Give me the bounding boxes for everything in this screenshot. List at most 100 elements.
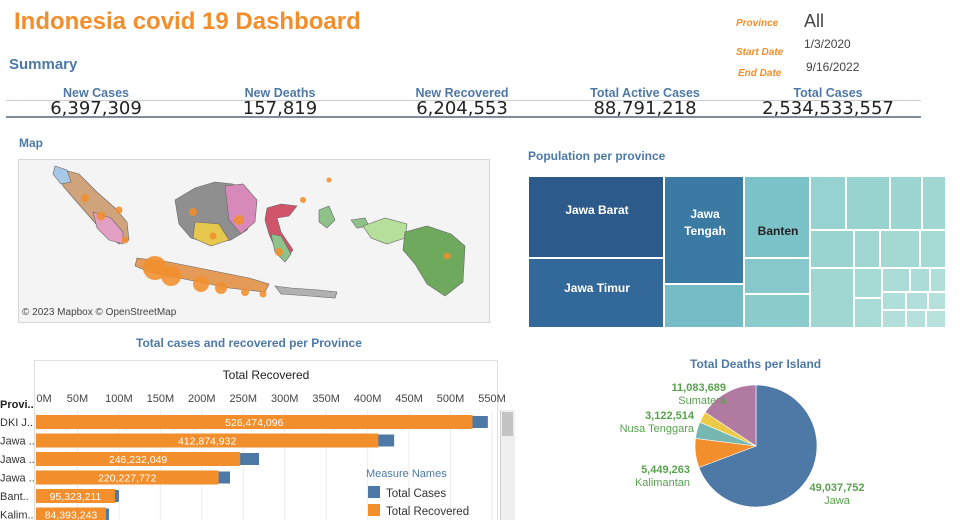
- pie-category-label: Jawa: [824, 495, 851, 507]
- province-filter-value[interactable]: All: [804, 11, 825, 31]
- bar-tick-label: 0M: [36, 393, 51, 405]
- treemap-cell[interactable]: [906, 292, 928, 310]
- pie-value-label: 5,449,263: [641, 464, 690, 476]
- bar-chart-scroll-thumb[interactable]: [502, 412, 513, 436]
- indonesia-map[interactable]: [18, 159, 490, 323]
- kpi-label: New Deaths: [244, 86, 316, 100]
- bubble-sumatra-n: [81, 194, 89, 202]
- kpi-label: New Cases: [62, 86, 129, 100]
- map-title: Map: [19, 136, 43, 150]
- pie-slice[interactable]: [698, 384, 818, 508]
- bar-value-label: 412,874,932: [178, 436, 237, 448]
- bubble-sumatra-w: [96, 211, 106, 221]
- pie-value-label: 11,083,689: [672, 382, 726, 394]
- bar-tick-label: 300M: [271, 393, 299, 405]
- aceh-region: [52, 165, 72, 185]
- treemap-cell[interactable]: [906, 310, 926, 328]
- kpi-value: 88,791,218: [593, 98, 697, 119]
- bar-chart-title: Total cases and recovered per Province: [136, 336, 362, 350]
- treemap-cell-jawa-barat[interactable]: Jawa Barat: [528, 176, 664, 258]
- treemap-cell[interactable]: [882, 268, 910, 292]
- bar-total-recovered[interactable]: [36, 470, 219, 485]
- bar-chart[interactable]: Total Recovered Provi.. 0M 50M 100M 150M 200…: [0, 360, 520, 520]
- bubble-kaltim: [234, 215, 244, 225]
- bar-category-label: Jawa ..: [0, 473, 35, 485]
- bar-category-label: Bant..: [0, 491, 29, 503]
- treemap-cell[interactable]: [810, 230, 854, 268]
- pie-category-label: Nusa Tenggara: [620, 423, 695, 435]
- treemap-cell[interactable]: [882, 310, 906, 328]
- bar-chart-svg[interactable]: Total Recovered Provi.. 0M 50M 100M 150M 200…: [0, 360, 520, 520]
- treemap-cell[interactable]: [810, 268, 854, 328]
- bar-value-label: 220,227,772: [98, 473, 157, 485]
- bar-tick-label: 100M: [105, 393, 133, 405]
- treemap-label-jawa-tengah-line1: Jawa: [690, 207, 720, 221]
- treemap-cell[interactable]: [744, 294, 810, 328]
- summary-heading: Summary: [9, 56, 78, 73]
- case-bubbles: [81, 177, 451, 298]
- pie-chart-title: Total Deaths per Island: [690, 357, 822, 371]
- bar-total-recovered[interactable]: [36, 452, 241, 466]
- pie-slice[interactable]: [704, 384, 757, 447]
- kpi-total-active-cases: Total Active Cases 88,791,218: [555, 86, 735, 118]
- sulawesi-south-region: [270, 233, 292, 263]
- legend-item-total-cases[interactable]: Total Cases: [368, 486, 446, 500]
- kpi-new-recovered: New Recovered 6,204,553: [372, 86, 552, 118]
- pie-chart[interactable]: 49,037,752 Jawa 5,449,263 Kalimantan 3,122,5…: [600, 375, 900, 520]
- legend-item-total-recovered[interactable]: Total Recovered: [368, 504, 469, 518]
- bar-total-recovered[interactable]: [36, 433, 379, 448]
- bar-rows: DKI J.. 526,474,096 Jawa .. 412,874,932 Jawa…: [0, 415, 488, 520]
- bar-tick-label: 350M: [312, 393, 340, 405]
- kpi-new-cases: New Cases 6,397,309: [6, 86, 186, 118]
- treemap-cell-jawa-timur[interactable]: Jawa Timur: [528, 258, 664, 328]
- pie-slices: [694, 384, 818, 508]
- map-canvas[interactable]: [19, 160, 490, 323]
- bar-tick-label: 150M: [147, 393, 175, 405]
- kpi-new-deaths: New Deaths 157,819: [190, 86, 370, 118]
- treemap-cell[interactable]: [928, 292, 946, 310]
- kpi-value: 6,397,309: [50, 98, 142, 119]
- bar-total-recovered[interactable]: [36, 415, 473, 429]
- treemap-cell[interactable]: [854, 268, 882, 298]
- treemap-cell-banten[interactable]: Banten: [744, 176, 810, 258]
- bar-total-recovered[interactable]: [36, 507, 106, 520]
- treemap-cell[interactable]: [922, 176, 946, 230]
- bar-value-label: 246,232,049: [109, 454, 168, 466]
- bar-tick-label: 200M: [188, 393, 216, 405]
- bar-total-recovered[interactable]: [36, 489, 116, 503]
- bar-chart-scrollbar[interactable]: [500, 410, 515, 520]
- kpi-underline: [6, 116, 921, 118]
- treemap-cell[interactable]: [880, 230, 920, 268]
- treemap-cell[interactable]: [920, 230, 946, 268]
- treemap-cell[interactable]: [664, 284, 744, 328]
- treemap-cell[interactable]: [810, 176, 846, 230]
- treemap-label-jawa-tengah-line2: Tengah: [684, 224, 726, 238]
- bubble-sulut: [300, 197, 306, 203]
- treemap-cell[interactable]: [744, 258, 810, 294]
- treemap-cell[interactable]: [854, 230, 880, 268]
- treemap-cell[interactable]: [930, 268, 946, 292]
- bar-tick-label: 500M: [437, 393, 465, 405]
- bubble-sulsel: [275, 248, 283, 256]
- bar-tick-label: 50M: [67, 393, 88, 405]
- bar-value-label: 95,323,211: [50, 491, 102, 503]
- legend-title: Measure Names: [366, 468, 447, 480]
- bar-tick-label: 450M: [395, 393, 423, 405]
- map-copyright: © 2023 Mapbox © OpenStreetMap: [22, 307, 177, 318]
- treemap-cell[interactable]: [846, 176, 890, 230]
- treemap-cell[interactable]: [890, 176, 922, 230]
- bubble-jawa-tengah: [193, 276, 209, 292]
- population-treemap[interactable]: Jawa Barat Jawa Timur Jawa Tengah Banten: [528, 176, 946, 328]
- end-date-value[interactable]: 9/16/2022: [806, 60, 860, 74]
- legend-label: Total Recovered: [386, 506, 470, 518]
- kpi-value: 6,204,553: [416, 98, 508, 119]
- bar-category-label: Jawa ..: [0, 436, 35, 448]
- treemap-cell[interactable]: [910, 268, 930, 292]
- start-date-value[interactable]: 1/3/2020: [804, 37, 851, 51]
- treemap-cell-jawa-tengah[interactable]: Jawa Tengah: [664, 176, 744, 284]
- treemap-cell[interactable]: [854, 298, 882, 328]
- treemap-cell[interactable]: [926, 310, 946, 328]
- treemap-cell[interactable]: [882, 292, 906, 310]
